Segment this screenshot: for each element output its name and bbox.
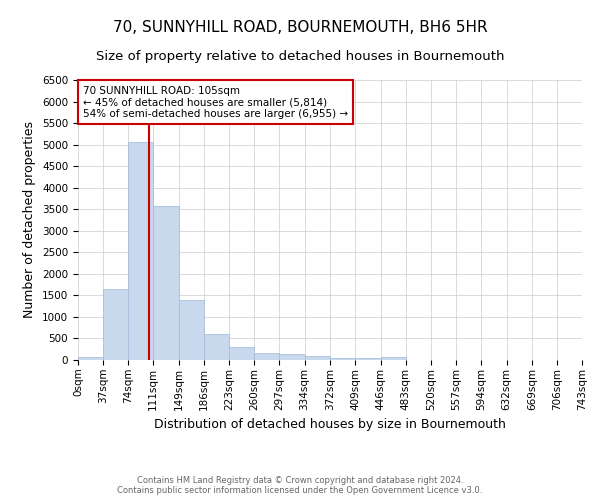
Bar bbox=[305, 356, 331, 360]
Bar bbox=[78, 357, 103, 360]
Bar bbox=[229, 347, 254, 360]
X-axis label: Distribution of detached houses by size in Bournemouth: Distribution of detached houses by size … bbox=[154, 418, 506, 431]
Bar bbox=[380, 358, 406, 360]
Bar bbox=[179, 300, 204, 360]
Text: 70 SUNNYHILL ROAD: 105sqm
← 45% of detached houses are smaller (5,814)
54% of se: 70 SUNNYHILL ROAD: 105sqm ← 45% of detac… bbox=[83, 86, 348, 119]
Bar bbox=[355, 358, 380, 360]
Bar bbox=[204, 334, 229, 360]
Bar bbox=[103, 289, 128, 360]
Bar bbox=[128, 142, 153, 360]
Bar bbox=[280, 354, 305, 360]
Text: 70, SUNNYHILL ROAD, BOURNEMOUTH, BH6 5HR: 70, SUNNYHILL ROAD, BOURNEMOUTH, BH6 5HR bbox=[113, 20, 487, 35]
Text: Contains HM Land Registry data © Crown copyright and database right 2024.
Contai: Contains HM Land Registry data © Crown c… bbox=[118, 476, 482, 495]
Bar bbox=[331, 358, 355, 360]
Text: Size of property relative to detached houses in Bournemouth: Size of property relative to detached ho… bbox=[96, 50, 504, 63]
Bar bbox=[153, 206, 179, 360]
Y-axis label: Number of detached properties: Number of detached properties bbox=[23, 122, 37, 318]
Bar bbox=[254, 354, 280, 360]
